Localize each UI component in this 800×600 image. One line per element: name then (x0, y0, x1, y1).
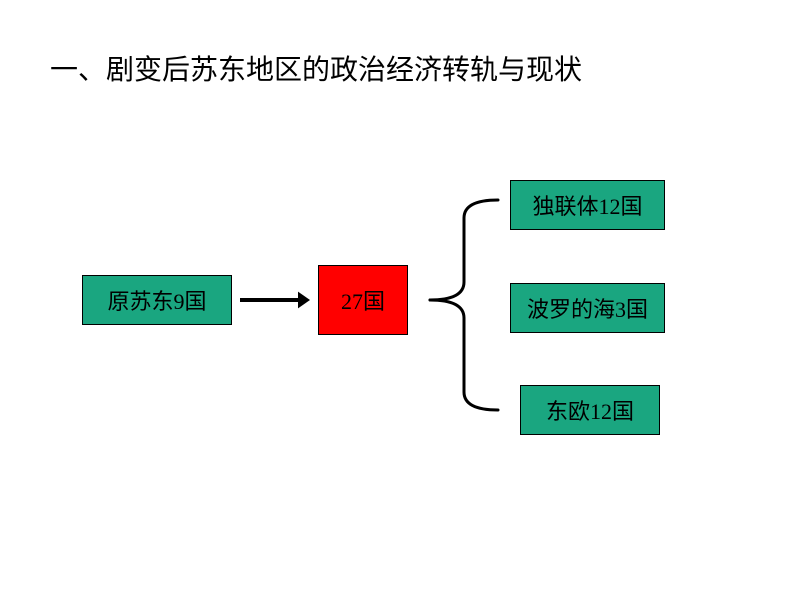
brace-icon (0, 0, 800, 600)
slide: 一、剧变后苏东地区的政治经济转轨与现状 原苏东9国 27国 独联体12国 波罗的… (0, 0, 800, 600)
